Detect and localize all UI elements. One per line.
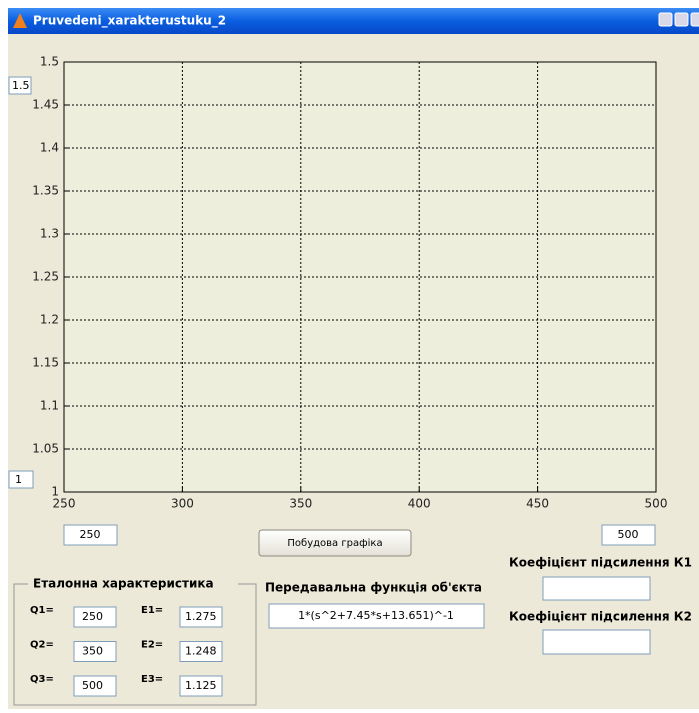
e-label: E2= xyxy=(141,640,163,651)
q-label: Q3= xyxy=(30,674,54,685)
x-tick-label: 300 xyxy=(171,497,194,511)
e-value: 1.275 xyxy=(185,610,217,623)
ymax-value: 1.5 xyxy=(12,79,30,92)
e-label: E1= xyxy=(141,605,163,616)
ymin-field[interactable] xyxy=(8,470,34,489)
x-tick-label: 400 xyxy=(408,497,431,511)
gain-field[interactable] xyxy=(542,629,651,655)
q-value: 500 xyxy=(82,679,103,692)
xmax-value: 500 xyxy=(618,528,639,541)
title-bar xyxy=(8,8,699,34)
reference-frame xyxy=(13,583,257,706)
x-tick-label: 350 xyxy=(289,497,312,511)
ymin-value: 1 xyxy=(15,473,22,486)
gain-label: Коефіцієнт підсилення К2 xyxy=(509,610,692,624)
e-field[interactable] xyxy=(179,606,223,628)
xmax-field[interactable] xyxy=(601,524,656,546)
transfer-value: 1*(s^2+7.45*s+13.651)^-1 xyxy=(298,609,454,622)
window-title: Pruvedeni_xarakterustuku_2 xyxy=(33,14,226,29)
x-tick-label: 450 xyxy=(526,497,549,511)
e-value: 1.125 xyxy=(185,679,217,692)
transfer-field[interactable] xyxy=(268,603,485,629)
minimize-button[interactable] xyxy=(658,12,673,27)
gain-field[interactable] xyxy=(542,576,651,601)
e-field[interactable] xyxy=(179,641,223,662)
app-icon xyxy=(13,13,27,28)
reference-title: Еталонна характеристика xyxy=(33,577,214,591)
reference-rows: Q1= 250 E1= 1.275 Q2= 350 E2= 1.248 Q3= 500 E3= 1.1… xyxy=(30,605,223,697)
plot-button[interactable] xyxy=(258,529,412,557)
q-field[interactable] xyxy=(73,606,117,628)
e-field[interactable] xyxy=(179,675,223,697)
y-tick-label: 1.5 xyxy=(40,55,59,69)
y-tick-label: 1.2 xyxy=(40,313,59,327)
plot-button-label: Побудова графіка xyxy=(287,537,382,549)
axes: 1 1.05 1.1 1.15 1.2 1.25 1.3 1.35 1.4 1.45 1.5 250 3… xyxy=(32,55,667,511)
xmin-field[interactable] xyxy=(63,524,118,546)
gain-label: Коефіцієнт підсилення К1 xyxy=(509,556,692,570)
close-button[interactable] xyxy=(690,12,699,27)
y-tick-label: 1.4 xyxy=(40,141,59,155)
ymax-field[interactable] xyxy=(8,76,32,95)
q-field[interactable] xyxy=(73,641,117,662)
y-tick-label: 1 xyxy=(51,485,59,499)
y-tick-label: 1.3 xyxy=(40,227,59,241)
y-tick-label: 1.05 xyxy=(32,442,59,456)
y-tick-label: 1.45 xyxy=(32,98,59,112)
q-label: Q1= xyxy=(30,605,54,616)
q-label: Q2= xyxy=(30,640,54,651)
x-tick-label: 250 xyxy=(53,497,76,511)
e-label: E3= xyxy=(141,674,163,685)
y-tick-label: 1.35 xyxy=(32,184,59,198)
q-value: 350 xyxy=(82,645,103,658)
e-value: 1.248 xyxy=(185,645,217,658)
xmin-value: 250 xyxy=(80,528,101,541)
transfer-label: Передавальна функція об'єкта xyxy=(265,581,482,595)
y-tick-label: 1.15 xyxy=(32,356,59,370)
q-field[interactable] xyxy=(73,675,117,697)
q-value: 250 xyxy=(82,610,103,623)
x-tick-label: 500 xyxy=(645,497,668,511)
maximize-button[interactable] xyxy=(674,12,689,27)
y-tick-label: 1.25 xyxy=(32,270,59,284)
y-tick-label: 1.1 xyxy=(40,399,59,413)
